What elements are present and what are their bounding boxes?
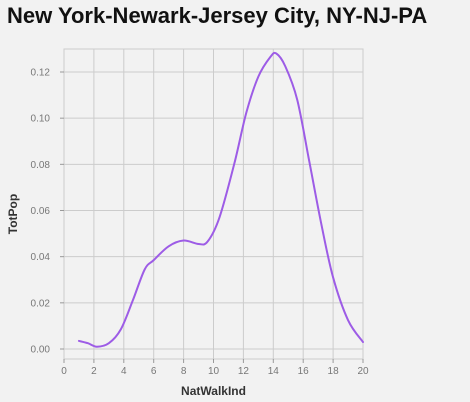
x-axis-title: NatWalkInd: [181, 384, 246, 398]
x-tick-label: 6: [151, 366, 157, 377]
chart-title: New York-Newark-Jersey City, NY-NJ-PA: [7, 3, 428, 28]
x-tick-label: 18: [328, 366, 340, 377]
x-tick-label: 10: [208, 366, 220, 377]
x-tick-label: 8: [181, 366, 187, 377]
y-tick-label: 0.08: [31, 160, 51, 171]
y-axis-title: TotPop: [6, 194, 20, 234]
y-tick-label: 0.00: [31, 345, 51, 356]
y-tick-label: 0.04: [31, 252, 51, 263]
x-tick-label: 14: [268, 366, 280, 377]
y-tick-label: 0.12: [31, 68, 51, 79]
y-tick-label: 0.02: [31, 298, 51, 309]
x-tick-label: 16: [298, 366, 310, 377]
x-tick-label: 12: [238, 366, 250, 377]
y-tick-label: 0.10: [31, 114, 51, 125]
y-tick-label: 0.06: [31, 206, 51, 217]
x-tick-label: 0: [61, 366, 67, 377]
x-tick-label: 4: [121, 366, 127, 377]
series-line: [77, 51, 364, 348]
x-tick-label: 2: [91, 366, 97, 377]
x-tick-label: 20: [357, 366, 369, 377]
